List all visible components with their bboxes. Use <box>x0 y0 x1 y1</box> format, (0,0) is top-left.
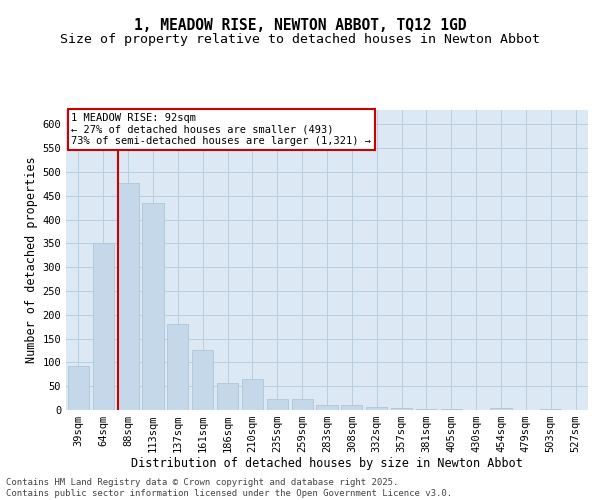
Text: Size of property relative to detached houses in Newton Abbot: Size of property relative to detached ho… <box>60 32 540 46</box>
Text: 1 MEADOW RISE: 92sqm
← 27% of detached houses are smaller (493)
73% of semi-deta: 1 MEADOW RISE: 92sqm ← 27% of detached h… <box>71 113 371 146</box>
Bar <box>366 406 387 410</box>
Bar <box>167 324 188 410</box>
Bar <box>142 203 164 410</box>
Bar <box>217 383 238 410</box>
Bar <box>341 405 362 410</box>
Bar <box>68 366 89 410</box>
Text: 1, MEADOW RISE, NEWTON ABBOT, TQ12 1GD: 1, MEADOW RISE, NEWTON ABBOT, TQ12 1GD <box>134 18 466 32</box>
X-axis label: Distribution of detached houses by size in Newton Abbot: Distribution of detached houses by size … <box>131 456 523 469</box>
Bar <box>416 409 437 410</box>
Text: Contains HM Land Registry data © Crown copyright and database right 2025.
Contai: Contains HM Land Registry data © Crown c… <box>6 478 452 498</box>
Bar <box>118 183 139 410</box>
Bar <box>490 408 512 410</box>
Bar <box>267 399 288 410</box>
Y-axis label: Number of detached properties: Number of detached properties <box>25 156 38 364</box>
Bar <box>316 405 338 410</box>
Bar <box>391 408 412 410</box>
Bar <box>242 379 263 410</box>
Bar <box>292 399 313 410</box>
Bar <box>540 408 561 410</box>
Bar <box>441 409 462 410</box>
Bar <box>93 244 114 410</box>
Bar <box>192 350 213 410</box>
